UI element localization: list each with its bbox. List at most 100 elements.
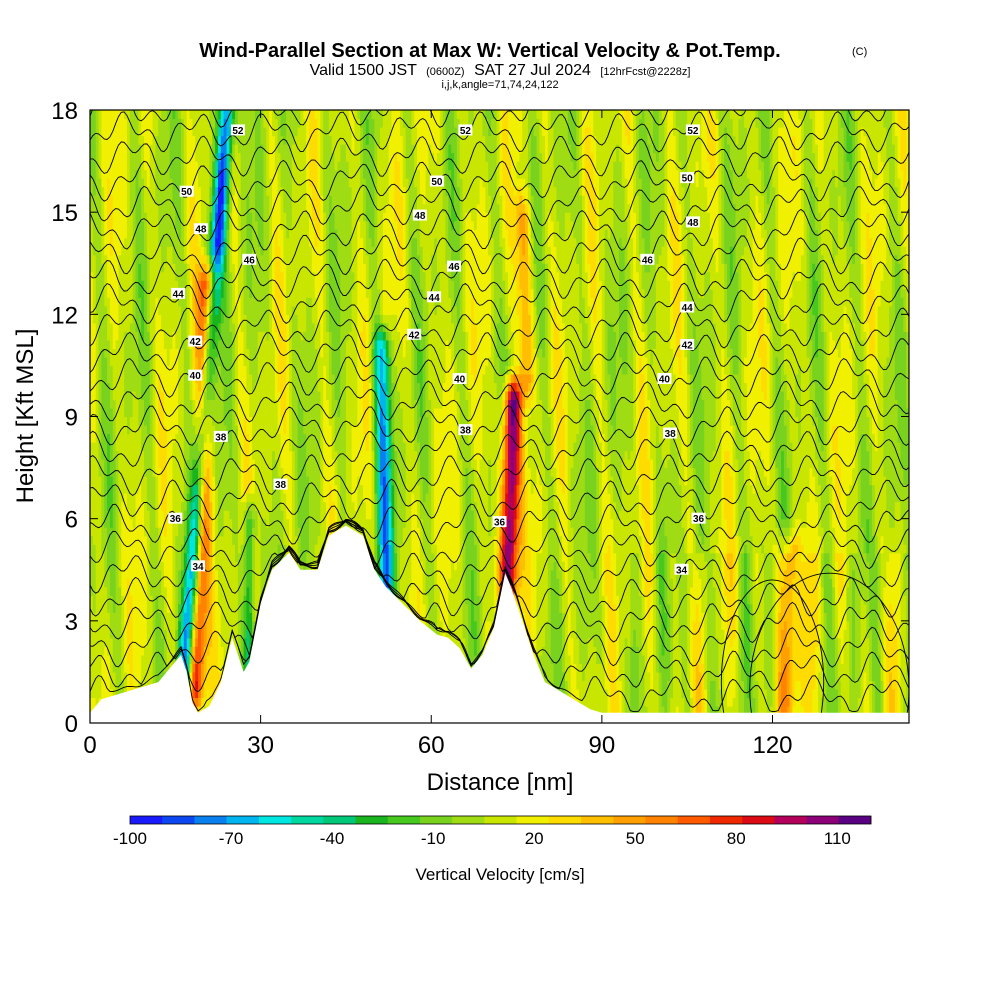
velocity-cell <box>135 646 139 656</box>
velocity-cell <box>124 603 128 613</box>
velocity-cell <box>90 680 94 690</box>
velocity-cell <box>138 110 142 120</box>
velocity-cell <box>95 552 100 562</box>
velocity-cell <box>161 178 165 188</box>
velocity-cell <box>152 195 156 205</box>
velocity-cell <box>132 518 137 528</box>
velocity-cell <box>158 365 162 375</box>
velocity-cell <box>141 288 145 298</box>
velocity-cell <box>138 229 142 239</box>
velocity-cell <box>121 510 125 520</box>
velocity-cell <box>149 263 154 273</box>
velocity-cell <box>144 552 148 562</box>
velocity-cell <box>92 110 97 120</box>
velocity-cell <box>144 637 148 647</box>
velocity-cell <box>158 629 162 639</box>
velocity-cell <box>109 407 114 418</box>
velocity-cell <box>155 305 159 315</box>
velocity-cell <box>161 510 165 520</box>
velocity-cell <box>121 322 125 332</box>
velocity-cell <box>158 314 162 324</box>
velocity-cell <box>149 671 154 682</box>
velocity-cell <box>152 637 156 647</box>
velocity-cell <box>104 612 108 622</box>
velocity-cell <box>115 356 120 367</box>
velocity-cell <box>146 578 151 588</box>
velocity-cell <box>104 561 108 571</box>
velocity-cell <box>132 365 137 375</box>
velocity-cell <box>126 407 131 418</box>
velocity-cell <box>124 518 128 528</box>
velocity-cell <box>115 586 120 596</box>
velocity-cell <box>132 399 137 409</box>
velocity-cell <box>121 110 125 120</box>
velocity-cell <box>158 161 162 171</box>
velocity-cell <box>152 348 156 358</box>
velocity-cell <box>152 390 156 401</box>
velocity-cell <box>149 603 154 613</box>
velocity-cell <box>129 467 134 477</box>
velocity-cell <box>124 637 128 647</box>
velocity-cell <box>121 348 125 358</box>
velocity-cell <box>129 169 134 179</box>
velocity-cell <box>144 246 148 256</box>
velocity-cell <box>121 544 125 554</box>
velocity-cell <box>146 237 151 247</box>
velocity-cell <box>141 127 145 137</box>
velocity-cell <box>107 110 111 120</box>
velocity-cell <box>118 433 122 443</box>
velocity-cell <box>115 459 120 469</box>
velocity-cell <box>112 467 117 477</box>
velocity-cell <box>144 399 148 409</box>
velocity-cell <box>101 552 105 562</box>
velocity-cell <box>126 416 131 426</box>
velocity-cell <box>101 161 105 171</box>
velocity-cell <box>161 637 165 647</box>
velocity-cell <box>98 637 102 647</box>
velocity-cell <box>121 144 125 154</box>
velocity-cell <box>149 178 154 188</box>
velocity-cell <box>101 663 105 673</box>
velocity-cell <box>144 442 148 452</box>
velocity-cell <box>141 186 145 196</box>
velocity-cell <box>101 688 105 699</box>
velocity-cell <box>138 569 142 579</box>
velocity-cell <box>90 169 94 179</box>
velocity-cell <box>109 339 114 349</box>
velocity-cell <box>101 118 105 128</box>
velocity-cell <box>132 450 137 460</box>
velocity-cell <box>161 544 165 554</box>
velocity-cell <box>129 254 134 264</box>
velocity-cell <box>144 561 148 571</box>
velocity-cell <box>155 646 159 656</box>
velocity-cell <box>138 467 142 477</box>
velocity-cell <box>135 373 139 384</box>
velocity-cell <box>138 331 142 341</box>
velocity-cell <box>149 663 154 673</box>
velocity-cell <box>141 637 145 647</box>
velocity-cell <box>158 195 162 205</box>
velocity-cell <box>138 127 142 137</box>
velocity-cell <box>107 399 111 409</box>
velocity-cell <box>158 450 162 460</box>
velocity-cell <box>135 314 139 324</box>
velocity-cell <box>92 229 97 239</box>
velocity-cell <box>141 212 145 222</box>
velocity-cell <box>135 493 139 503</box>
velocity-cell <box>112 586 117 596</box>
velocity-cell <box>135 178 139 188</box>
velocity-cell <box>146 561 151 571</box>
velocity-cell <box>118 314 122 324</box>
velocity-cell <box>152 127 156 137</box>
velocity-cell <box>132 118 137 128</box>
velocity-cell <box>124 288 128 298</box>
velocity-cell <box>101 390 105 401</box>
velocity-cell <box>115 263 120 273</box>
velocity-cell <box>152 322 156 332</box>
velocity-cell <box>146 450 151 460</box>
velocity-cell <box>98 356 102 367</box>
velocity-cell <box>124 229 128 239</box>
velocity-cell <box>161 459 165 469</box>
velocity-cell <box>138 382 142 392</box>
velocity-cell <box>144 237 148 247</box>
